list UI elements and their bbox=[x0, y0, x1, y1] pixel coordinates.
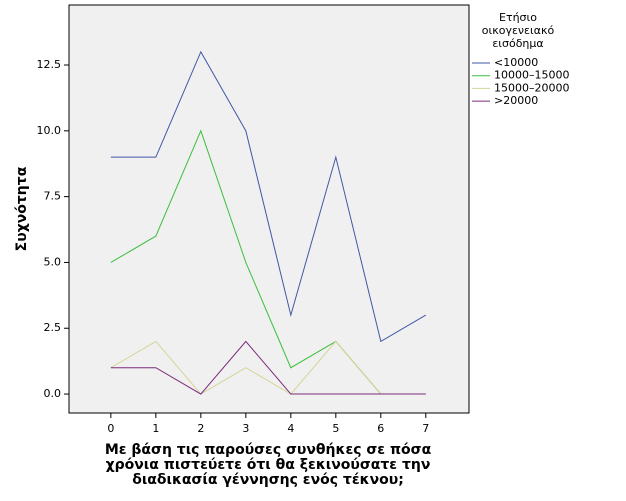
line-series bbox=[110, 340, 426, 395]
y-axis-label: Συχνότητα bbox=[14, 166, 30, 251]
y-tick-label: 7.5 bbox=[44, 190, 62, 203]
x-tick-label: 7 bbox=[422, 422, 429, 435]
y-tick-label: 0.0 bbox=[44, 387, 62, 400]
legend-label: 15000–20000 bbox=[494, 81, 570, 94]
y-tick-label: 10.0 bbox=[37, 124, 62, 137]
legend-label: <10000 bbox=[494, 56, 538, 69]
legend-label: >20000 bbox=[494, 94, 538, 107]
line-series bbox=[110, 340, 426, 395]
line-series bbox=[110, 50, 427, 343]
legend-title: εισόδημα bbox=[492, 37, 543, 50]
plot-area bbox=[68, 4, 470, 414]
y-tick-label: 2.5 bbox=[44, 321, 62, 334]
x-tick-label: 3 bbox=[242, 422, 249, 435]
y-tick-label: 5.0 bbox=[44, 255, 62, 268]
x-tick-label: 1 bbox=[152, 422, 159, 435]
x-tick-label: 5 bbox=[332, 422, 339, 435]
x-axis-label: χρόνια πιστεύετε ότι θα ξεκινούσατε την bbox=[106, 457, 431, 473]
legend-label: 10000–15000 bbox=[494, 69, 570, 82]
legend-title: οικογενειακό bbox=[482, 24, 555, 37]
x-axis-label: Με βάση τις παρούσες συνθήκες σε πόσα bbox=[105, 442, 432, 458]
y-tick-label: 12.5 bbox=[37, 58, 62, 71]
legend-title: Ετήσιο bbox=[499, 11, 537, 24]
x-tick-label: 0 bbox=[107, 422, 114, 435]
x-tick-label: 4 bbox=[287, 422, 294, 435]
x-tick-label: 2 bbox=[197, 422, 204, 435]
x-axis-label: διαδικασία γέννησης ενός τέκνου; bbox=[132, 472, 404, 488]
x-tick-label: 6 bbox=[377, 422, 384, 435]
